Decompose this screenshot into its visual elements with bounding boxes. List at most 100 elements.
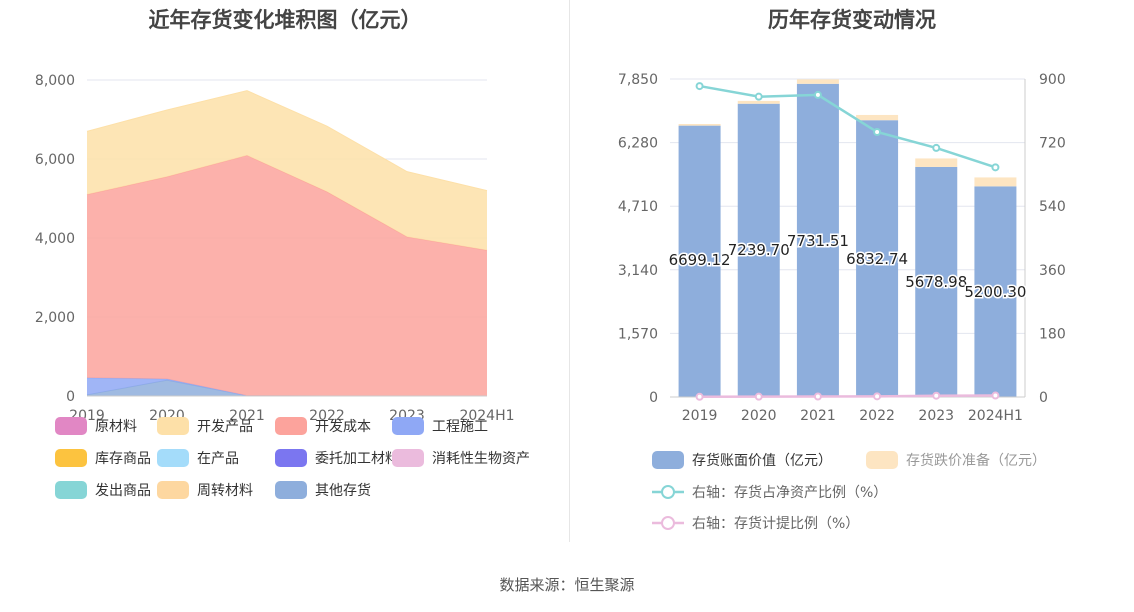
left-y-tick-label: 2,000 [35, 310, 75, 326]
panel-divider [569, 0, 570, 542]
line-point [754, 92, 763, 101]
line-series-1 [699, 84, 996, 169]
right-y-tick-label: 0 [649, 390, 658, 406]
bar-value-label: 5678.98 [905, 273, 967, 291]
left-legend-item[interactable]: 工程施工 [392, 416, 488, 436]
legend-label: 在产品 [197, 451, 239, 467]
legend-label: 开发产品 [197, 419, 253, 435]
left-legend-item[interactable]: 消耗性生物资产 [392, 448, 530, 468]
right-y2-tick-label: 720 [1039, 136, 1066, 152]
left-y-tick-label: 6,000 [35, 152, 75, 168]
legend-swatch [275, 417, 307, 435]
left-legend-item[interactable]: 原材料 [55, 416, 137, 436]
legend-swatch [275, 481, 307, 499]
impairment-bar [974, 177, 1017, 187]
line-point [991, 163, 1000, 172]
left-y-tick-label: 4,000 [35, 231, 75, 247]
right-bar-line-chart: 0 0 1,570 180 3,140 360 4,710 540 6,280 720 7,850 9… [618, 72, 1066, 420]
book-value-bar [856, 120, 899, 398]
left-x-tick-label: 2021 [229, 408, 265, 420]
legend-label: 消耗性生物资产 [432, 451, 530, 467]
legend-label: 右轴：存货计提比例（%） [692, 516, 860, 532]
left-x-tick-label: 2022 [309, 408, 345, 420]
area-edge-开发产品 [86, 90, 488, 192]
line-point [695, 392, 704, 401]
legend-label: 存货账面价值（亿元） [692, 453, 832, 469]
legend-swatch [157, 481, 189, 499]
line-point [873, 128, 882, 136]
legend-label: 右轴：存货占净资产比例（%） [692, 485, 888, 501]
left-legend-item[interactable]: 库存商品 [55, 448, 151, 468]
legend-swatch [55, 449, 87, 467]
right-y-tick-label: 1,570 [618, 326, 658, 342]
line-point [991, 391, 1000, 400]
impairment-bar [678, 124, 721, 126]
left-legend-item[interactable]: 开发成本 [275, 416, 371, 436]
legend-swatch [652, 516, 684, 530]
right-y2-tick-label: 180 [1039, 326, 1066, 342]
legend-swatch [55, 481, 87, 499]
left-legend-item[interactable]: 周转材料 [157, 480, 253, 500]
impairment-bar [796, 79, 839, 84]
legend-swatch [392, 417, 424, 435]
left-legend-item[interactable]: 在产品 [157, 448, 239, 468]
legend-label: 其他存货 [315, 483, 371, 499]
line-point [932, 391, 941, 400]
right-chart-title: 历年存货变动情况 [768, 8, 936, 32]
legend-label: 存货跌价准备（亿元） [906, 453, 1046, 469]
bar-value-label: 5200.30 [964, 283, 1026, 301]
legend-label: 库存商品 [95, 451, 151, 467]
book-value-bar [678, 125, 721, 397]
right-chart-panel: 历年存货变动情况 0 0 1,570 180 3,140 360 4,710 540 6,280… [570, 0, 1134, 545]
legend-swatch [652, 451, 684, 469]
book-value-bar [737, 103, 780, 397]
legend-label: 发出商品 [95, 483, 151, 499]
line-point [695, 82, 704, 91]
right-legend-item[interactable]: 存货账面价值（亿元） [652, 450, 832, 470]
line-series-2 [699, 394, 996, 399]
left-legend-item[interactable]: 开发产品 [157, 416, 253, 436]
right-y2-tick-label: 900 [1039, 72, 1066, 88]
book-value-bar [796, 83, 839, 397]
bar-value-label: 7239.70 [728, 241, 790, 259]
line-point [813, 90, 822, 99]
right-x-tick-label: 2021 [800, 408, 836, 420]
right-x-tick-label: 2022 [859, 408, 895, 420]
line-point [873, 392, 882, 401]
legend-swatch [55, 417, 87, 435]
right-x-tick-label: 2020 [741, 408, 777, 420]
bar-value-label: 6832.74 [846, 250, 908, 268]
right-y2-tick-label: 360 [1039, 263, 1066, 279]
right-legend-item[interactable]: 右轴：存货占净资产比例（%） [652, 482, 887, 502]
legend-swatch [392, 449, 424, 467]
left-y-tick-label: 8,000 [35, 73, 75, 89]
book-value-bar [974, 186, 1017, 397]
right-y-tick-label: 3,140 [618, 263, 658, 279]
legend-swatch [157, 417, 189, 435]
left-legend-item[interactable]: 发出商品 [55, 480, 151, 500]
left-legend-item[interactable]: 其他存货 [275, 480, 371, 500]
left-legend-item[interactable]: 委托加工材料 [275, 448, 399, 468]
legend-label: 周转材料 [197, 483, 253, 499]
right-legend-item[interactable]: 右轴：存货计提比例（%） [652, 513, 859, 533]
line-point [813, 392, 822, 401]
right-y-tick-label: 4,710 [618, 199, 658, 215]
legend-label: 原材料 [95, 419, 137, 435]
data-source-footer: 数据来源：恒生聚源 [499, 576, 635, 594]
bar-value-label: 7731.51 [787, 232, 849, 250]
right-legend-item[interactable]: 存货跌价准备（亿元） [866, 450, 1046, 470]
book-value-bar [915, 166, 958, 397]
left-x-tick-label: 2024H1 [459, 408, 514, 420]
line-point [932, 143, 941, 152]
legend-label: 委托加工材料 [315, 451, 399, 467]
legend-swatch [157, 449, 189, 467]
right-y2-tick-label: 0 [1039, 390, 1048, 406]
legend-swatch [275, 449, 307, 467]
right-y-tick-label: 7,850 [618, 72, 658, 88]
right-y-tick-label: 6,280 [618, 136, 658, 152]
impairment-bar [856, 114, 899, 121]
legend-swatch [652, 485, 684, 499]
legend-label: 开发成本 [315, 419, 371, 435]
impairment-bar [915, 158, 958, 167]
